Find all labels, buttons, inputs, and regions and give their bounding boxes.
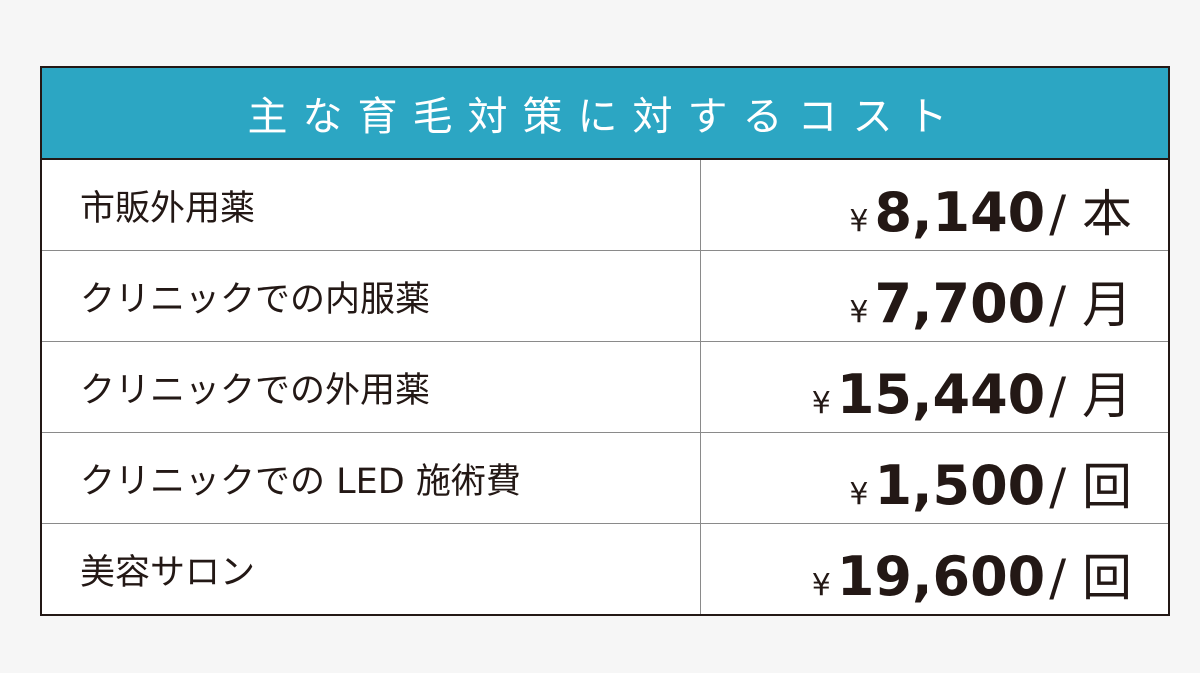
unit: / 回 (1049, 458, 1132, 516)
currency: ¥ (849, 295, 869, 330)
table-row: 市販外用薬 ¥8,140/ 本 (42, 160, 1168, 250)
row-label: クリニックでの外用薬 (42, 342, 701, 432)
row-price: ¥15,440/ 月 (701, 342, 1168, 432)
row-label: クリニックでの内服薬 (42, 251, 701, 341)
row-price: ¥1,500/ 回 (701, 433, 1168, 523)
row-label: クリニックでの LED 施術費 (42, 433, 701, 523)
table-row: 美容サロン ¥19,600/ 回 (42, 523, 1168, 614)
currency: ¥ (811, 386, 831, 421)
row-price: ¥8,140/ 本 (701, 160, 1168, 250)
unit: / 月 (1049, 367, 1132, 425)
unit: / 本 (1049, 185, 1132, 243)
currency: ¥ (811, 568, 831, 603)
row-label: 市販外用薬 (42, 160, 701, 250)
table-row: クリニックでの内服薬 ¥7,700/ 月 (42, 250, 1168, 341)
amount: 7,700 (874, 272, 1046, 335)
table-row: クリニックでの LED 施術費 ¥1,500/ 回 (42, 432, 1168, 523)
unit: / 月 (1049, 276, 1132, 334)
currency: ¥ (849, 204, 869, 239)
table-row: クリニックでの外用薬 ¥15,440/ 月 (42, 341, 1168, 432)
unit: / 回 (1049, 549, 1132, 607)
currency: ¥ (849, 477, 869, 512)
row-label: 美容サロン (42, 524, 701, 614)
amount: 8,140 (874, 181, 1046, 244)
row-price: ¥19,600/ 回 (701, 524, 1168, 614)
table-title: 主な育毛対策に対するコスト (42, 68, 1168, 160)
cost-table: 主な育毛対策に対するコスト 市販外用薬 ¥8,140/ 本クリニックでの内服薬 ¥7… (40, 66, 1170, 616)
table-body: 市販外用薬 ¥8,140/ 本クリニックでの内服薬 ¥7,700/ 月クリニックでの… (42, 160, 1168, 614)
amount: 15,440 (836, 363, 1046, 426)
amount: 19,600 (836, 545, 1046, 608)
row-price: ¥7,700/ 月 (701, 251, 1168, 341)
amount: 1,500 (874, 454, 1046, 517)
